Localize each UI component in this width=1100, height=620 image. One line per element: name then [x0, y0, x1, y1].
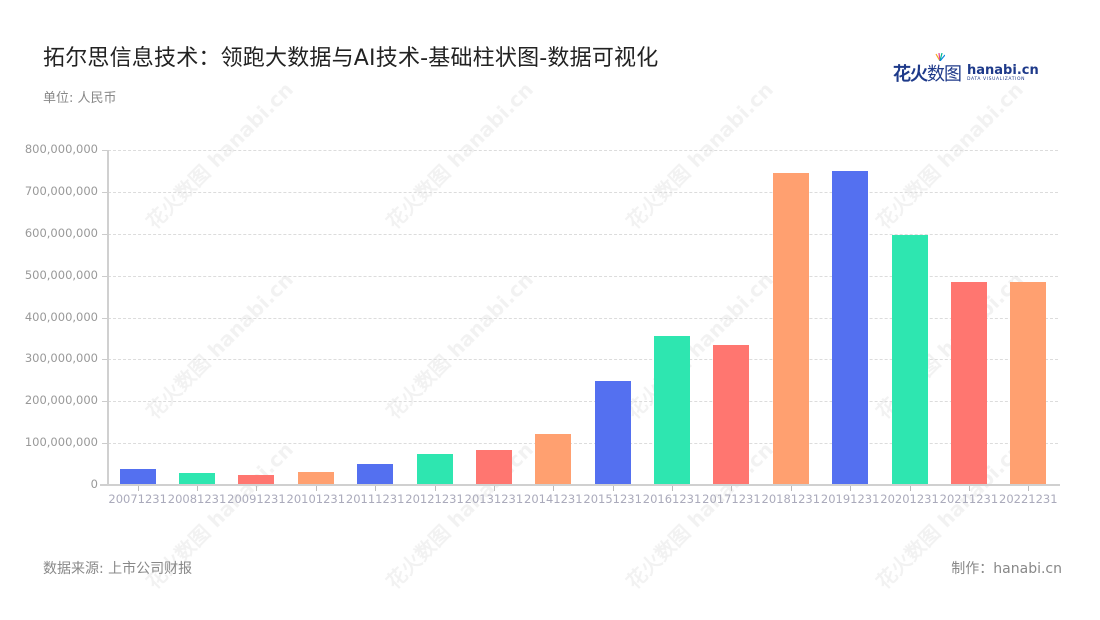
bar-20211231[interactable] — [950, 282, 987, 485]
y-axis-label: 500,000,000 — [24, 267, 98, 282]
watermark: 花火数图 hanabi.cn — [621, 77, 778, 234]
gridline — [108, 191, 1058, 193]
logo-cn-text: 花火数图 — [893, 64, 962, 85]
bar-20181231[interactable] — [772, 173, 809, 485]
watermark: 花火数图 hanabi.cn — [621, 437, 778, 594]
bar-20121231[interactable] — [416, 454, 453, 485]
gridline — [108, 317, 1058, 319]
x-axis-label: 20141231 — [524, 492, 583, 506]
x-axis-label: 20181231 — [761, 492, 821, 506]
y-axis-label: 0 — [90, 477, 98, 491]
y-tick — [102, 443, 108, 445]
x-axis-label: 20151231 — [583, 492, 642, 506]
bar-20081231[interactable] — [179, 472, 216, 485]
y-axis-label: 600,000,000 — [24, 225, 98, 240]
y-axis-label: 700,000,000 — [24, 183, 98, 198]
x-tick — [137, 486, 139, 491]
x-tick — [375, 486, 377, 491]
y-tick — [102, 233, 108, 235]
unit-label: 单位: 人民币 — [43, 91, 117, 106]
x-tick — [553, 486, 555, 491]
bar-20101231[interactable] — [297, 472, 334, 485]
bar-20151231[interactable] — [594, 380, 631, 485]
x-axis-label: 20091231 — [227, 492, 286, 506]
y-tick — [102, 317, 108, 319]
bar-20191231[interactable] — [832, 171, 869, 485]
x-tick — [1028, 486, 1030, 491]
chart-title: 拓尔思信息技术：领跑大数据与AI技术-基础柱状图-数据可视化 — [43, 46, 659, 71]
hanabi-logo: 花火数图 hanabi.cn DATA VISUALIZATION — [893, 53, 1039, 86]
x-axis-label: 20111231 — [345, 492, 405, 506]
x-tick — [909, 486, 911, 491]
x-axis-label: 20101231 — [286, 492, 346, 506]
x-axis-label: 20201231 — [880, 492, 939, 506]
x-tick — [434, 486, 436, 491]
x-tick — [493, 486, 495, 491]
y-tick — [102, 150, 108, 151]
x-axis-label: 20221231 — [999, 492, 1058, 506]
watermark: 花火数图 hanabi.cn — [381, 77, 538, 234]
logo-en-text: hanabi.cn DATA VISUALIZATION — [935, 53, 1039, 83]
bar-20221231[interactable] — [1010, 282, 1047, 485]
firework-icon — [935, 53, 945, 61]
x-tick — [256, 486, 258, 491]
x-axis — [100, 484, 1060, 486]
x-tick — [612, 486, 614, 491]
bar-20111231[interactable] — [357, 463, 394, 485]
bar-20071231[interactable] — [119, 469, 156, 485]
watermark: 花火数图 hanabi.cn — [871, 77, 1028, 234]
gridline — [108, 275, 1058, 277]
gridline — [108, 150, 1058, 151]
x-axis-label: 20171231 — [702, 492, 761, 506]
x-axis-label: 20131231 — [464, 492, 524, 506]
watermark: 花火数图 hanabi.cn — [381, 437, 538, 594]
x-axis-label: 20211231 — [939, 492, 999, 506]
y-axis-label: 200,000,000 — [24, 393, 98, 408]
x-tick — [197, 486, 199, 491]
y-tick — [102, 275, 108, 277]
x-axis-label: 20161231 — [642, 492, 702, 506]
data-source: 数据来源: 上市公司财报 — [43, 561, 193, 577]
y-tick — [102, 359, 108, 361]
x-axis-label: 20071231 — [108, 492, 167, 506]
y-tick — [102, 401, 108, 403]
bar-20141231[interactable] — [535, 433, 572, 485]
y-axis-label: 800,000,000 — [24, 142, 98, 156]
bar-20201231[interactable] — [891, 234, 928, 485]
x-tick — [790, 486, 792, 491]
gridline — [108, 233, 1058, 235]
credit: 制作：hanabi.cn — [951, 561, 1062, 577]
gridline — [108, 443, 1058, 445]
bar-20131231[interactable] — [475, 449, 512, 485]
y-axis-label: 100,000,000 — [24, 435, 98, 450]
x-tick — [850, 486, 852, 491]
x-axis-label: 20191231 — [820, 492, 880, 506]
y-axis-label: 400,000,000 — [24, 309, 98, 324]
gridline — [108, 401, 1058, 403]
y-tick — [102, 191, 108, 193]
x-axis-label: 20081231 — [167, 492, 227, 506]
bar-20171231[interactable] — [713, 344, 750, 485]
x-tick — [672, 486, 674, 491]
x-tick — [731, 486, 733, 491]
y-axis-label: 300,000,000 — [24, 351, 98, 366]
watermark: 花火数图 hanabi.cn — [141, 77, 298, 234]
bar-20091231[interactable] — [238, 474, 275, 485]
bar-20161231[interactable] — [654, 335, 691, 485]
x-tick — [968, 486, 970, 491]
y-axis — [107, 150, 109, 485]
x-axis-label: 20121231 — [405, 492, 464, 506]
gridline — [108, 359, 1058, 361]
x-tick — [315, 486, 317, 491]
